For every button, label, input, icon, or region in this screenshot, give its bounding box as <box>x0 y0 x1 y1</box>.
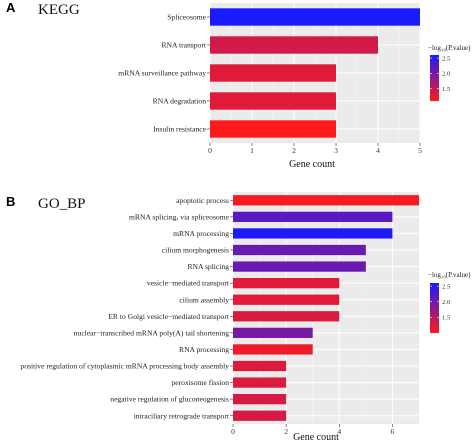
x-tick-label: 3 <box>334 146 338 155</box>
category-label: mRNA surveillance pathway <box>118 69 206 78</box>
category-label: Spliceosome <box>167 13 206 22</box>
category-label: nuclear−transcribed mRNA poly(A) tail sh… <box>74 328 229 337</box>
colorbar-tick-label: 2.5 <box>442 55 451 62</box>
panel-letter-b: B <box>6 194 15 209</box>
colorbar-tick-label: 2.5 <box>442 283 451 290</box>
colorbar-tick-label: 2.0 <box>442 71 451 78</box>
gobp-colorbar-title: −log₁₀(P.value) <box>428 271 471 279</box>
kegg-bars <box>210 8 420 138</box>
bar <box>233 228 393 239</box>
bar <box>210 36 378 54</box>
colorbar-tick-label: 2.0 <box>442 299 451 306</box>
bar <box>210 92 336 110</box>
x-tick-label: 4 <box>337 427 341 436</box>
category-label: negative regulation of gluconeogenesis <box>110 395 229 404</box>
category-label: intraciliary retrograde transport <box>134 411 230 420</box>
bar <box>233 311 340 322</box>
category-label: vesicle−mediated transport <box>147 279 230 288</box>
colorbar-gradient <box>430 283 439 333</box>
x-tick-label: 1 <box>250 146 254 155</box>
bar <box>233 244 366 256</box>
category-label: RNA degradation <box>153 97 207 106</box>
x-tick-label: 2 <box>284 427 288 436</box>
category-label: ER to Golgi vesicle−mediated transport <box>108 312 230 321</box>
x-tick-label: 5 <box>418 146 422 155</box>
colorbar-tick-label: 1.5 <box>442 315 451 322</box>
bar <box>233 344 313 355</box>
gobp-x-ticks: 0 2 4 6 <box>231 424 395 436</box>
x-tick-label: 2 <box>292 146 296 155</box>
category-label: Insulin resistance <box>153 125 207 134</box>
bar <box>210 120 336 138</box>
kegg-x-axis-title: Gene count <box>289 159 335 170</box>
category-label: cilium morphogenesis <box>162 246 229 255</box>
category-label: mRNA splicing, via spliceosome <box>129 212 230 221</box>
category-label: mRNA processing <box>173 229 229 238</box>
colorbar-gradient <box>430 55 439 101</box>
bar <box>233 327 313 338</box>
kegg-x-ticks: 0 1 2 3 4 5 <box>208 143 422 155</box>
gobp-colorbar: −log₁₀(P.value) 1.5 2.0 2.5 <box>428 271 471 333</box>
category-label: RNA transport <box>161 41 206 50</box>
bar <box>210 64 336 82</box>
category-label: cilium assembly <box>179 295 229 304</box>
kegg-colorbar: −log₁₀(P.value) 1.5 2.0 2.5 <box>428 44 471 101</box>
bar <box>233 294 340 305</box>
bar <box>233 394 287 405</box>
bar <box>233 261 366 272</box>
bar <box>233 377 287 388</box>
gobp-title: GO_BP <box>38 196 86 212</box>
x-tick-label: 4 <box>376 146 380 155</box>
category-label: peroxisome fission <box>171 378 229 387</box>
x-tick-label: 0 <box>231 427 235 436</box>
gobp-category-labels: apoptotic process mRNA splicing, via spli… <box>20 196 233 420</box>
category-label: RNA processing <box>179 345 229 354</box>
panel-letter-a: A <box>6 0 16 15</box>
bar <box>233 410 287 421</box>
gobp-x-axis-title: Gene count <box>293 432 339 441</box>
x-tick-label: 0 <box>208 146 212 155</box>
kegg-category-labels: Spliceosome RNA transport mRNA surveillanc… <box>118 13 210 134</box>
gobp-panel: B GO_BP apoptotic process mRNA splicing, … <box>6 192 471 441</box>
kegg-panel: A KEGG Spliceosome RNA transport mRNA surv… <box>6 0 471 170</box>
x-tick-label: 6 <box>391 427 395 436</box>
gobp-plot-area <box>233 192 419 424</box>
bar <box>233 278 340 289</box>
bar <box>210 8 420 26</box>
kegg-title: KEGG <box>38 2 80 18</box>
bar <box>233 211 393 222</box>
category-label: apoptotic process <box>176 196 229 205</box>
category-label: RNA splicing <box>187 262 229 271</box>
bar <box>233 195 419 206</box>
gobp-bars <box>233 195 419 421</box>
category-label: positive regulation of cytoplasmic mRNA … <box>20 362 229 371</box>
bar <box>233 360 287 372</box>
kegg-colorbar-title: −log₁₀(P.value) <box>428 44 471 52</box>
colorbar-tick-label: 1.5 <box>442 86 451 93</box>
